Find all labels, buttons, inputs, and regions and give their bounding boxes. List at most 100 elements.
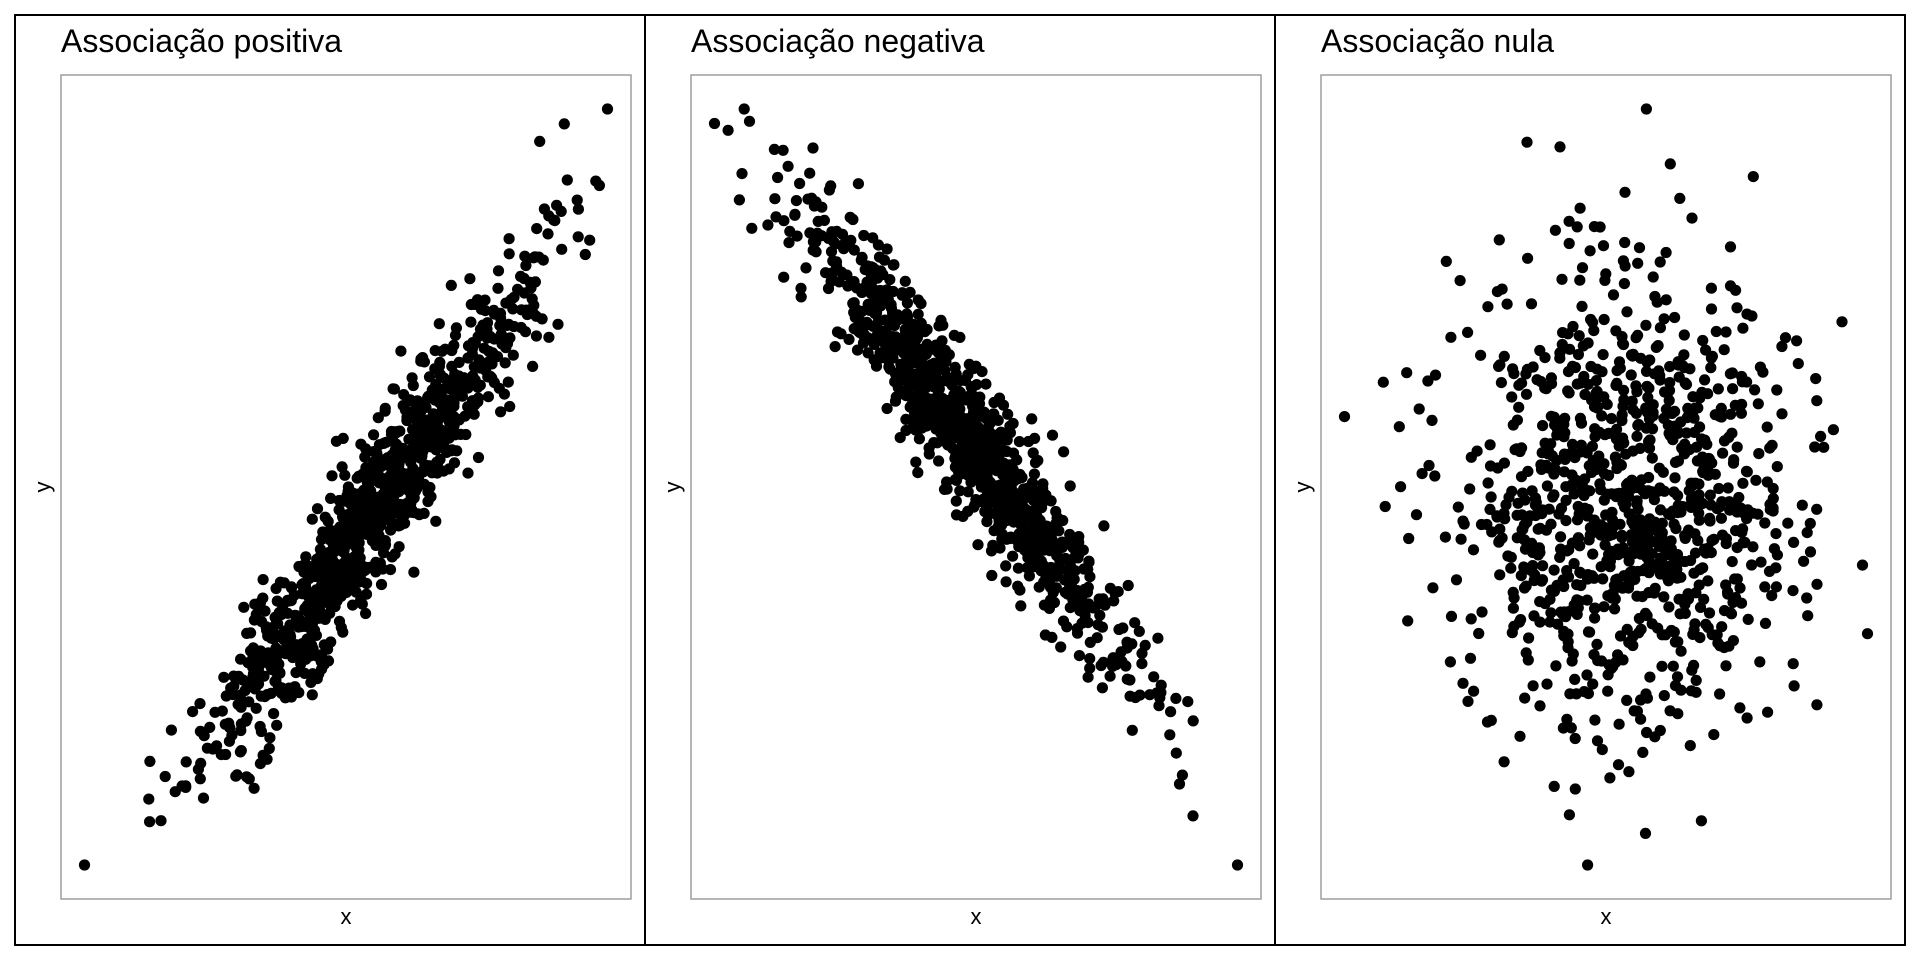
- scatter-point: [1706, 457, 1718, 469]
- scatter-point: [1619, 236, 1631, 249]
- scatter-point: [998, 514, 1010, 526]
- scatter-point: [930, 339, 942, 351]
- scatter-point: [370, 566, 382, 578]
- scatter-point: [1153, 700, 1165, 712]
- scatter-point: [1632, 537, 1644, 549]
- scatter-point: [250, 702, 262, 714]
- scatter-point: [1099, 599, 1111, 611]
- scatter-point: [1170, 747, 1182, 759]
- scatter-point: [1569, 361, 1581, 374]
- scatter-point: [1520, 368, 1532, 380]
- scatter-point: [357, 503, 369, 516]
- scatter-point: [954, 485, 966, 497]
- scatter-point: [1782, 517, 1794, 529]
- scatter-point: [259, 605, 271, 617]
- y-axis-label: y: [660, 482, 685, 493]
- scatter-point: [1658, 313, 1670, 325]
- scatter-point: [985, 545, 998, 557]
- scatter-point: [1669, 680, 1682, 692]
- scatter-point: [1551, 454, 1563, 466]
- scatter-point: [1439, 531, 1451, 543]
- scatter-point: [321, 531, 333, 543]
- scatter-point: [1576, 300, 1588, 312]
- scatter-point: [263, 742, 275, 755]
- scatter-point: [912, 308, 924, 320]
- scatter-point: [1524, 510, 1536, 522]
- scatter-point: [405, 456, 417, 468]
- scatter-point: [1073, 531, 1085, 543]
- scatter-point: [1574, 274, 1586, 286]
- scatter-point: [433, 384, 445, 396]
- scatter-point: [284, 629, 296, 641]
- scatter-point: [1596, 744, 1608, 756]
- scatter-point: [1523, 632, 1535, 644]
- scatter-point: [1534, 522, 1546, 535]
- scatter-point: [1537, 560, 1549, 572]
- scatter-point: [1600, 268, 1612, 280]
- scatter-point: [353, 576, 365, 588]
- scatter-point: [958, 437, 970, 449]
- scatter-point: [900, 413, 912, 425]
- scatter-point: [976, 366, 988, 378]
- scatter-point: [552, 318, 564, 330]
- scatter-point: [1714, 688, 1726, 700]
- scatter-point: [870, 360, 883, 372]
- scatter-point: [1705, 282, 1717, 294]
- scatter-point: [1747, 541, 1759, 553]
- scatter-point: [1668, 626, 1680, 638]
- scatter-point: [1669, 311, 1681, 324]
- scatter-point: [492, 282, 504, 294]
- scatter-point: [1619, 493, 1631, 505]
- scatter-point: [1082, 671, 1094, 683]
- scatter-point: [1527, 680, 1539, 692]
- scatter-point: [551, 199, 563, 211]
- scatter-point: [519, 250, 531, 262]
- scatter-point: [1553, 508, 1565, 520]
- scatter-point: [1589, 612, 1601, 624]
- scatter-point: [782, 160, 794, 172]
- scatter-point: [1598, 494, 1610, 506]
- scatter-point: [1767, 505, 1779, 517]
- scatter-point: [967, 381, 979, 393]
- scatter-point: [1715, 402, 1727, 414]
- scatter-point: [1098, 520, 1110, 532]
- scatter-point: [1476, 606, 1488, 618]
- scatter-point: [1539, 437, 1551, 449]
- scatter-point: [1562, 385, 1574, 397]
- scatter-point: [1656, 517, 1668, 529]
- scatter-point: [249, 683, 261, 695]
- y-axis-label: y: [1290, 482, 1315, 493]
- scatter-point: [1644, 671, 1656, 683]
- scatter-point: [1440, 255, 1452, 267]
- scatter-point: [1475, 349, 1487, 361]
- scatter-point: [1742, 504, 1754, 516]
- scatter-point: [1045, 563, 1057, 575]
- scatter-point: [1117, 622, 1129, 634]
- scatter-point: [1010, 493, 1022, 505]
- scatter-point: [254, 720, 266, 733]
- scatter-point: [733, 194, 746, 206]
- scatter-point: [590, 175, 602, 187]
- scatter-point: [1413, 403, 1425, 415]
- scatter-point: [1535, 463, 1548, 475]
- scatter-point: [1481, 518, 1493, 531]
- scatter-point: [1827, 424, 1839, 436]
- scatter-point: [818, 214, 831, 226]
- scatter-point: [948, 329, 960, 341]
- scatter-point: [326, 470, 338, 482]
- scatter-point: [431, 456, 443, 468]
- scatter-point: [1545, 410, 1557, 422]
- scatter-point: [488, 308, 501, 320]
- figure-frame: [14, 14, 1906, 946]
- scatter-point: [331, 561, 344, 573]
- scatter-point: [528, 252, 540, 264]
- scatter-point: [972, 539, 984, 551]
- scatter-point: [856, 251, 868, 263]
- scatter-point: [302, 564, 314, 576]
- scatter-point: [829, 341, 841, 353]
- scatter-point: [406, 372, 418, 384]
- scatter-point: [1643, 442, 1656, 454]
- scatter-point: [944, 396, 956, 408]
- scatter-point: [1585, 313, 1597, 326]
- scatter-point: [1467, 544, 1480, 556]
